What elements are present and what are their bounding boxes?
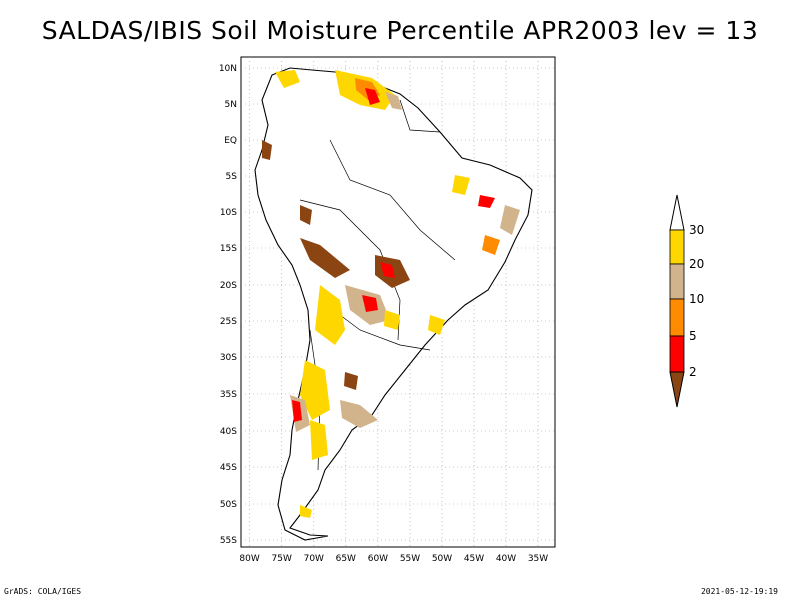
percentile-fields	[262, 70, 520, 518]
lat-tick-55S: 55S	[220, 536, 237, 546]
colorbar-bin-10-20	[669, 263, 685, 300]
lon-tick-75W: 75W	[272, 554, 292, 564]
colorbar-label-2: 2	[689, 365, 697, 379]
colorbar-label-10: 10	[689, 292, 704, 306]
lat-tick-EQ: EQ	[224, 136, 237, 146]
lat-tick-5S: 5S	[226, 172, 238, 182]
lat-tick-20S: 20S	[220, 281, 237, 291]
lat-tick-25S: 25S	[220, 317, 237, 327]
lat-tick-35S: 35S	[220, 390, 237, 400]
lat-tick-50S: 50S	[220, 500, 237, 510]
colorbar-bottom-arrow	[669, 371, 685, 408]
colorbar-top-arrow	[669, 194, 685, 231]
lon-tick-40W: 40W	[496, 554, 516, 564]
lat-tick-15S: 15S	[220, 244, 237, 254]
lon-tick-70W: 70W	[304, 554, 324, 564]
footer-timestamp: 2021-05-12-19:19	[700, 587, 778, 596]
lon-tick-65W: 65W	[336, 554, 356, 564]
colorbar-label-20: 20	[689, 257, 704, 271]
colorbar: 30 20 10 5 2	[669, 194, 704, 408]
lon-tick-55W: 55W	[400, 554, 420, 564]
lat-tick-10N: 10N	[219, 64, 237, 74]
lat-tick-5N: 5N	[225, 100, 237, 110]
lon-tick-45W: 45W	[464, 554, 484, 564]
colorbar-label-5: 5	[689, 329, 697, 343]
lon-tick-35W: 35W	[528, 554, 548, 564]
colorbar-label-30: 30	[689, 223, 704, 237]
lat-tick-40S: 40S	[220, 427, 237, 437]
lon-axis: 80W 75W 70W 65W 60W 55W 50W 45W 40W 35W	[239, 554, 548, 564]
map-title: SALDAS/IBIS Soil Moisture Percentile APR…	[41, 16, 759, 45]
lat-tick-45S: 45S	[220, 463, 237, 473]
lon-tick-60W: 60W	[368, 554, 388, 564]
lat-tick-30S: 30S	[220, 353, 237, 363]
footer-credit: GrADS: COLA/IGES	[4, 587, 82, 596]
lon-tick-50W: 50W	[432, 554, 452, 564]
colorbar-bin-2-5	[669, 335, 685, 373]
colorbar-bin-5-10	[669, 298, 685, 337]
lat-axis: 10N 5N EQ 5S 10S 15S 20S 25S 30S 35S 40S…	[219, 64, 237, 546]
colorbar-bin-20-30	[669, 229, 685, 265]
lat-tick-10S: 10S	[220, 208, 237, 218]
lon-tick-80W: 80W	[239, 554, 259, 564]
